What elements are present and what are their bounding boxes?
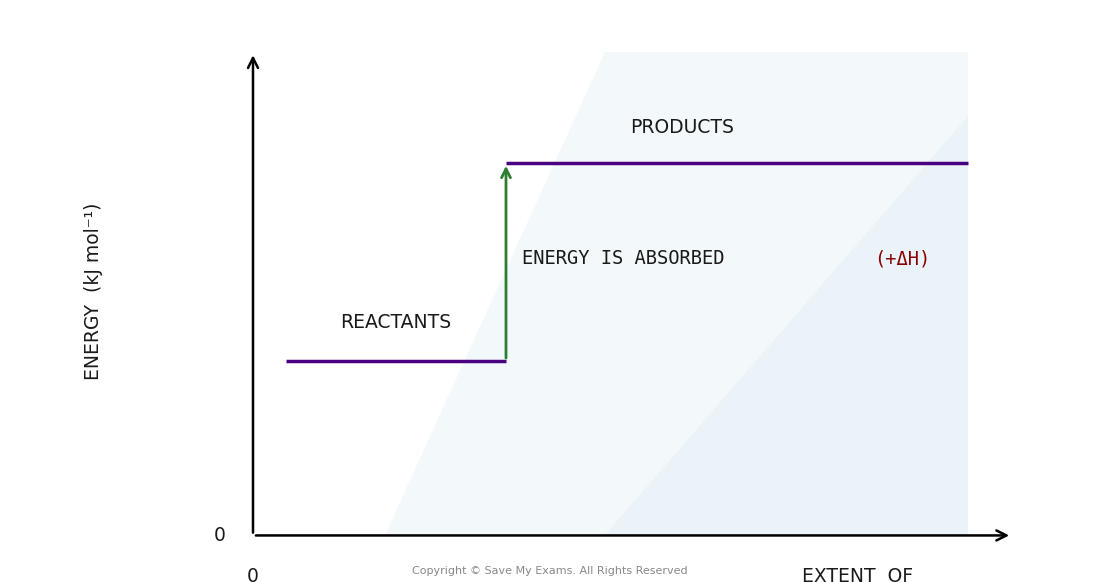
Text: REACTANTS: REACTANTS [340,313,452,332]
Polygon shape [385,52,968,535]
Text: 0: 0 [248,567,258,582]
Text: ENERGY IS ABSORBED: ENERGY IS ABSORBED [522,250,736,268]
Text: PRODUCTS: PRODUCTS [630,118,734,137]
Text: Copyright © Save My Exams. All Rights Reserved: Copyright © Save My Exams. All Rights Re… [412,566,688,576]
Polygon shape [605,116,968,535]
Text: 0: 0 [213,526,226,545]
Text: (+ΔH): (+ΔH) [874,250,931,268]
Text: EXTENT  OF
REACTION: EXTENT OF REACTION [802,567,914,582]
Text: ENERGY  (kJ mol⁻¹): ENERGY (kJ mol⁻¹) [84,203,103,379]
